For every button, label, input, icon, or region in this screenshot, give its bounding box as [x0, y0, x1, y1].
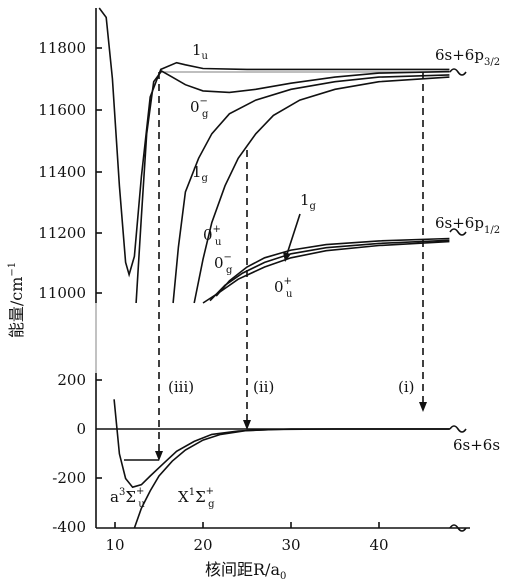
- y-tick-label: 0: [76, 420, 86, 438]
- curve-upper-2: [172, 74, 450, 304]
- y-tick-label: 200: [57, 371, 86, 389]
- curve-upper-4: [215, 237, 450, 297]
- transition-label-i: (i): [398, 378, 415, 396]
- curve-label-1u: 1u: [192, 41, 209, 62]
- axis-break-marks: [449, 68, 467, 532]
- arrowhead-icon: [419, 402, 427, 412]
- curve-group: [96, 7, 450, 529]
- y-tick-label: 11000: [38, 284, 86, 302]
- curve-labels: 1u 0− g 1g 0+ u 1g 0− g 0+ u a3Σ+ u X1Σ+ g: [110, 41, 317, 510]
- curve-upper-1: [135, 69, 450, 304]
- curve-upper-0: [98, 7, 450, 278]
- curve-label-0u-plus-upper: 0+ u: [203, 224, 222, 248]
- upper-y-ticks: 11800 11600 11400 11200 11000: [38, 39, 102, 302]
- y-tick-label: -400: [52, 518, 86, 536]
- y-tick-label: 11800: [38, 39, 86, 57]
- curve-label-a3sigma: a3Σ+ u: [110, 486, 145, 510]
- y-tick-label: 11200: [38, 224, 86, 242]
- curve-upper-3: [193, 76, 450, 304]
- annotation-arrow: [286, 213, 301, 255]
- x-axis-label: 核间距R/a0: [205, 560, 286, 582]
- x-tick-label: 30: [281, 536, 300, 554]
- transition-label-iii: (iii): [168, 378, 194, 396]
- arrowhead-icon: [283, 252, 291, 262]
- curve-label-1g-lower: 1g: [300, 191, 317, 212]
- curve-label-x1sigma: X1Σ+ g: [178, 486, 215, 510]
- curve-upper-6: [202, 240, 450, 304]
- transition-group: (i) (ii) (iii): [124, 72, 427, 461]
- curve-label-0g-minus-lower: 0− g: [214, 252, 233, 276]
- asymptote-label-6p32: 6s+6p3/2: [435, 46, 500, 68]
- curve-upper-5: [209, 239, 450, 302]
- x-tick-label: 20: [193, 536, 212, 554]
- y-tick-label: 11600: [38, 101, 86, 119]
- lower-y-ticks: 200 0 -200 -400: [52, 371, 102, 536]
- x-tick-label: 40: [369, 536, 388, 554]
- curve-lower-1: [133, 428, 450, 529]
- y-tick-label: 11400: [38, 163, 86, 181]
- arrowhead-icon: [155, 451, 163, 461]
- curve-label-1g-upper: 1g: [192, 163, 209, 184]
- curve-label-0g-minus: 0− g: [190, 96, 209, 120]
- y-tick-label: -200: [52, 469, 86, 487]
- curve-label-0u-plus-lower: 0+ u: [274, 276, 293, 300]
- y-axis-label: 能量/cm−1: [7, 262, 26, 338]
- x-ticks: 10 20 30 40: [105, 522, 389, 554]
- curve-lower-0: [113, 399, 450, 489]
- transition-label-ii: (ii): [253, 378, 274, 396]
- asymptote-label-6p12: 6s+6p1/2: [435, 214, 500, 236]
- x-tick-label: 10: [105, 536, 124, 554]
- arrowhead-icon: [243, 420, 251, 430]
- asymptote-label-6s6s: 6s+6s: [453, 436, 500, 454]
